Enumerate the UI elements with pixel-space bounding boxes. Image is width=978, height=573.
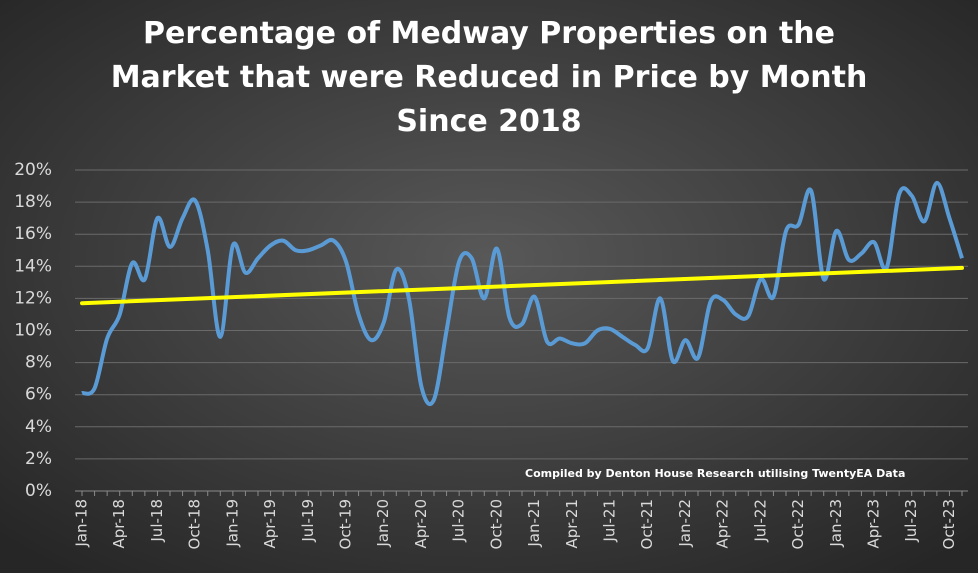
x-tick-label: Jul-18 (148, 499, 166, 543)
x-tick-label: Jan-18 (73, 499, 91, 548)
y-tick-label: 8% (25, 353, 52, 373)
y-tick-label: 4% (25, 417, 52, 437)
x-tick-label: Jan-23 (827, 499, 845, 548)
y-tick-label: 0% (25, 481, 52, 501)
y-tick-label: 20% (14, 160, 52, 180)
x-tick-label: Oct-19 (337, 499, 355, 549)
x-tick-label: Oct-22 (789, 499, 807, 549)
x-tick-label: Apr-21 (563, 499, 581, 549)
y-tick-label: 18% (14, 192, 52, 212)
data-line (81, 180, 964, 407)
annotation: Compiled by Denton House Research utilis… (525, 467, 905, 480)
x-tick-label: Jul-23 (902, 499, 920, 543)
trend-line (80, 265, 964, 306)
x-tick-label: Oct-23 (940, 499, 958, 549)
x-tick-label: Jan-21 (525, 499, 543, 548)
x-tick-label: Apr-23 (865, 499, 883, 549)
x-tick-label: Jan-22 (676, 499, 694, 548)
x-tick-label: Jul-19 (299, 499, 317, 543)
y-tick-label: 6% (25, 385, 52, 405)
x-tick-label: Apr-18 (110, 499, 128, 549)
chart-title: Market that were Reduced in Price by Mon… (111, 60, 868, 95)
x-tick-label: Jul-22 (751, 499, 769, 543)
y-tick-label: 10% (14, 321, 52, 341)
y-tick-label: 14% (14, 256, 52, 276)
x-tick-label: Jul-20 (450, 499, 468, 543)
y-tick-label: 16% (14, 224, 52, 244)
y-tick-label: 2% (25, 449, 52, 469)
x-tick-label: Apr-19 (261, 499, 279, 549)
x-tick-label: Oct-18 (186, 499, 204, 549)
x-tick-label: Oct-21 (638, 499, 656, 549)
y-tick-label: 12% (14, 288, 52, 308)
x-tick-label: Apr-22 (714, 499, 732, 549)
x-tick-label: Oct-20 (487, 499, 505, 549)
chart-title: Since 2018 (396, 104, 581, 139)
x-tick-label: Jan-20 (374, 499, 392, 548)
x-tick-label: Jul-21 (601, 499, 619, 543)
x-tick-label: Jan-19 (223, 499, 241, 548)
x-tick-label: Apr-20 (412, 499, 430, 549)
chart-title: Percentage of Medway Properties on the (143, 16, 835, 51)
